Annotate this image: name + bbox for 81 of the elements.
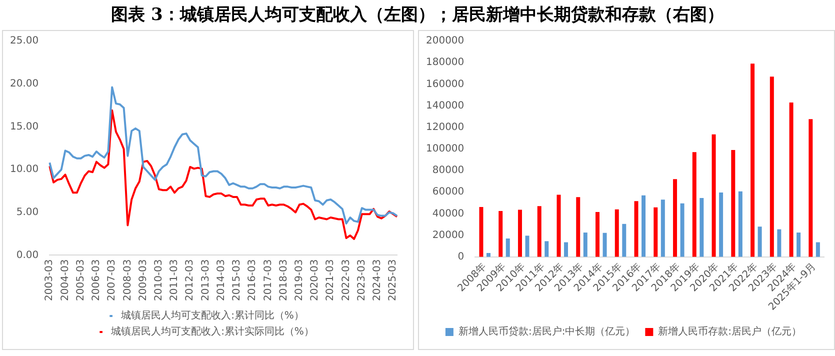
x-tick-label: 2015-03: [232, 259, 243, 302]
x-tick-label: 2012-03: [184, 259, 196, 302]
bar: [808, 119, 813, 257]
x-tick-label: 2011-03: [169, 259, 180, 302]
x-tick-label: 2007-03: [106, 259, 118, 302]
y-tick-label: 20000: [432, 230, 464, 241]
bar: [544, 241, 549, 257]
bar: [660, 200, 665, 257]
legend-label: 城镇居民人均可支配收入:累计同比（%）: [120, 310, 304, 322]
bar: [758, 226, 762, 257]
bar: [583, 232, 588, 257]
bar: [777, 229, 782, 257]
y-tick-label: 40000: [432, 208, 464, 220]
y-tick-label: 15.00: [10, 121, 39, 132]
x-tick-label: 2018-03: [278, 259, 290, 302]
y-tick-label: 0.00: [16, 250, 39, 261]
y-tick-label: 20.00: [10, 78, 39, 90]
x-tick-label: 2019-03: [294, 259, 306, 302]
y-tick-label: 60000: [432, 186, 464, 198]
x-tick-label: 2010-03: [154, 259, 165, 302]
bar: [602, 232, 607, 257]
y-tick-label: 0: [458, 251, 464, 262]
bar: [816, 242, 820, 257]
bar: [642, 195, 646, 257]
y-tick-label: 140000: [426, 100, 464, 112]
x-tick-label: 2024-03: [372, 259, 384, 302]
y-tick-label: 100000: [426, 144, 464, 155]
bar: [537, 206, 542, 257]
bar: [750, 64, 755, 257]
x-tick-label: 2023-03: [356, 259, 368, 302]
bar: [731, 150, 736, 257]
bar: [634, 201, 638, 257]
x-tick-label: 2020-03: [310, 259, 321, 302]
bar: [479, 206, 484, 257]
x-tick-label: 2005-03: [75, 259, 86, 302]
bar: [486, 252, 490, 257]
bar: [680, 203, 684, 257]
bar: [673, 179, 678, 257]
legend-label: 新增人民币贷款:居民户:中长期（亿元）: [458, 326, 636, 338]
bar: [506, 238, 510, 257]
y-tick-label: 80000: [432, 165, 464, 176]
y-tick-label: 200000: [426, 36, 464, 47]
bar: [770, 76, 774, 257]
y-tick-label: 10.00: [10, 164, 39, 176]
bar: [564, 242, 568, 257]
bar: [796, 232, 801, 257]
x-tick-label: 2008-03: [122, 259, 134, 302]
y-tick-label: 160000: [426, 78, 464, 90]
bar: [518, 210, 522, 257]
x-tick-label: 2025-03: [388, 259, 399, 302]
bar: [576, 197, 580, 257]
bar: [614, 209, 619, 257]
x-tick-label: 2003-03: [44, 259, 56, 302]
bar: [692, 152, 696, 257]
legend-label: 城镇居民人均可支配收入:累计实际同比（%）: [110, 326, 314, 338]
bar: [525, 236, 530, 257]
y-tick-label: 180000: [426, 57, 464, 68]
bar: [498, 210, 503, 257]
bar: [654, 207, 658, 257]
bar: [719, 192, 724, 257]
x-tick-label: 2017-03: [262, 259, 274, 302]
x-tick-label: 2009-03: [138, 259, 149, 302]
x-tick-label: 2013-03: [200, 259, 212, 302]
bar: [738, 191, 742, 257]
y-tick-label: 5.00: [16, 206, 39, 218]
x-tick-label: 2016-03: [247, 259, 258, 302]
x-tick-label: 2006-03: [91, 259, 102, 302]
bar: [700, 198, 704, 257]
bar: [622, 224, 626, 257]
x-tick-label: 2021-03: [325, 259, 336, 302]
bar: [712, 134, 716, 257]
bar: [596, 212, 600, 257]
x-tick-label: 2014-03: [216, 259, 227, 302]
y-tick-label: 120000: [426, 122, 464, 133]
legend-label: 新增人民币存款:居民户（亿元）: [658, 326, 802, 338]
x-tick-label: 2004-03: [60, 259, 71, 302]
x-tick-label: 2022-03: [340, 259, 352, 302]
chart-title: 图表 3：城镇居民人均可支配收入（左图）；居民新增中长期贷款和存款（右图）: [110, 4, 725, 27]
bar: [556, 194, 561, 257]
bar: [789, 102, 794, 257]
y-tick-label: 25.00: [10, 36, 39, 47]
